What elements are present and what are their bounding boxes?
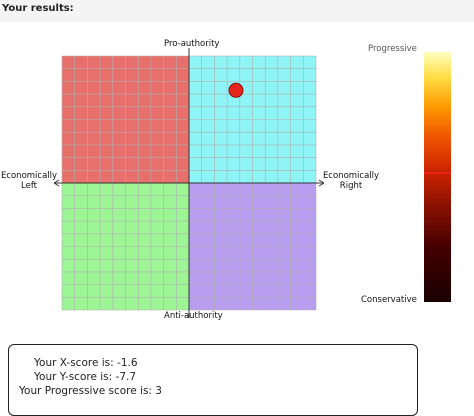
economically-right-line-1: Economically: [322, 171, 380, 181]
compass-marker-layer: [228, 82, 244, 98]
results-title: Your results:: [2, 3, 74, 14]
progressive-score-marker: [424, 172, 451, 174]
compass-axes: [53, 48, 325, 318]
progressive-label: Progressive: [368, 44, 417, 54]
progressive-score-text: Your Progressive score is: 3: [19, 385, 162, 397]
y-score-text: Your Y-score is: -7.7: [34, 371, 137, 383]
economically-right-line-2: Right: [339, 181, 363, 191]
economically-left-line-1: Economically: [0, 171, 58, 181]
economically-right-label: Economically Right: [321, 171, 381, 191]
anti-authority-label: Anti-authority: [164, 311, 223, 321]
results-canvas: Pro-authority Anti-authority Economicall…: [0, 22, 474, 322]
results-header: Your results:: [0, 0, 474, 22]
left-arrow-icon: [53, 179, 60, 187]
economically-left-label: Economically Left: [0, 171, 58, 191]
pro-authority-label: Pro-authority: [164, 39, 220, 49]
conservative-label: Conservative: [361, 295, 417, 305]
political-compass: [53, 48, 325, 318]
results-summary-box: Your X-score is: -1.6 Your Y-score is: -…: [8, 344, 418, 416]
x-score-text: Your X-score is: -1.6: [34, 357, 138, 369]
result-marker-dot: [228, 82, 244, 98]
right-arrow-icon: [318, 179, 325, 187]
progressive-scale-bar: [424, 52, 451, 302]
economically-left-line-2: Left: [21, 181, 37, 191]
